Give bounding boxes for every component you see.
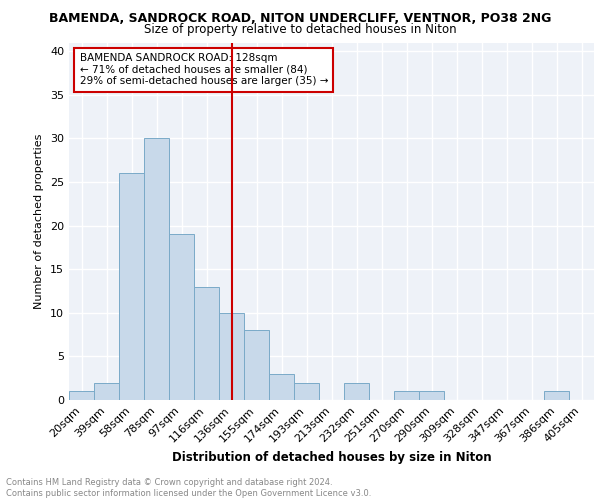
Bar — [169, 234, 194, 400]
Bar — [144, 138, 169, 400]
Bar — [194, 286, 219, 400]
X-axis label: Distribution of detached houses by size in Niton: Distribution of detached houses by size … — [172, 450, 491, 464]
Bar — [394, 392, 419, 400]
Bar — [244, 330, 269, 400]
Bar — [269, 374, 294, 400]
Y-axis label: Number of detached properties: Number of detached properties — [34, 134, 44, 309]
Bar — [119, 174, 144, 400]
Bar — [219, 313, 244, 400]
Bar — [94, 382, 119, 400]
Bar — [419, 392, 444, 400]
Bar — [294, 382, 319, 400]
Bar — [344, 382, 369, 400]
Text: Size of property relative to detached houses in Niton: Size of property relative to detached ho… — [143, 22, 457, 36]
Bar — [544, 392, 569, 400]
Text: BAMENDA, SANDROCK ROAD, NITON UNDERCLIFF, VENTNOR, PO38 2NG: BAMENDA, SANDROCK ROAD, NITON UNDERCLIFF… — [49, 12, 551, 26]
Bar — [69, 392, 94, 400]
Text: Contains HM Land Registry data © Crown copyright and database right 2024.
Contai: Contains HM Land Registry data © Crown c… — [6, 478, 371, 498]
Text: BAMENDA SANDROCK ROAD: 128sqm
← 71% of detached houses are smaller (84)
29% of s: BAMENDA SANDROCK ROAD: 128sqm ← 71% of d… — [79, 53, 328, 86]
